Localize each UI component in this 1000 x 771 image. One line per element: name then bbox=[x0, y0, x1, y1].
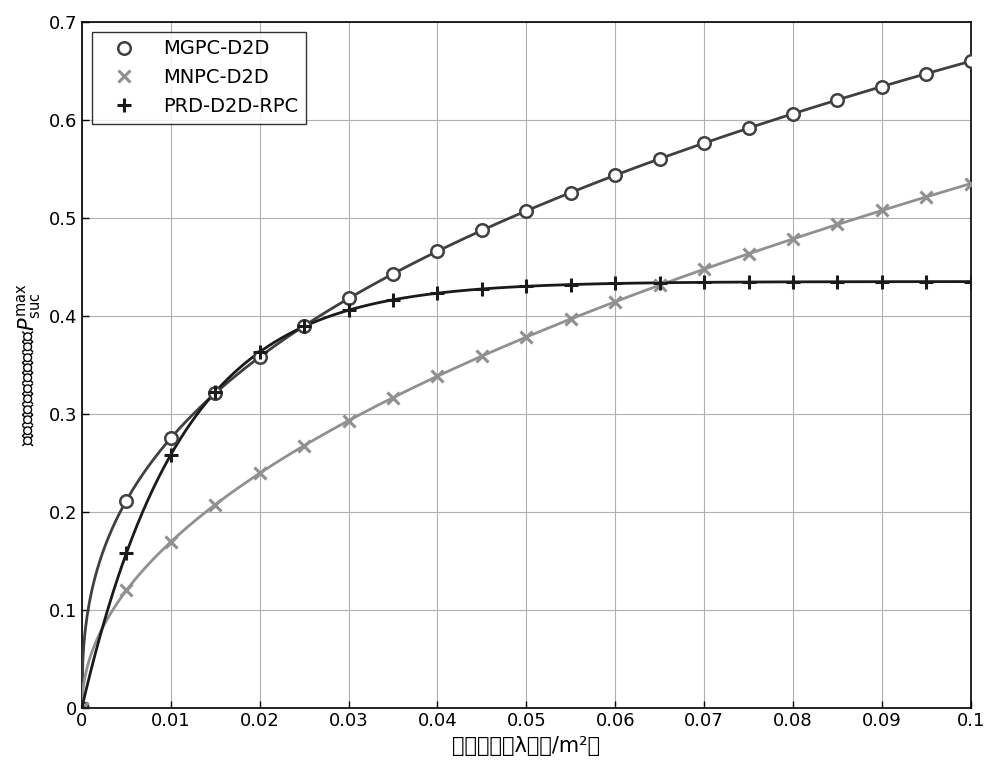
Line: MGPC-D2D: MGPC-D2D bbox=[76, 55, 977, 714]
MNPC-D2D bbox=[920, 192, 932, 201]
MGPC-D2D bbox=[920, 69, 932, 79]
MGPC-D2D bbox=[254, 352, 266, 362]
MNPC-D2D bbox=[698, 264, 710, 274]
MGPC-D2D bbox=[120, 496, 132, 505]
MGPC-D2D bbox=[343, 294, 355, 303]
MNPC-D2D bbox=[831, 220, 843, 229]
PRD-D2D-RPC bbox=[120, 549, 132, 558]
MGPC-D2D bbox=[965, 56, 977, 66]
Line: PRD-D2D-RPC: PRD-D2D-RPC bbox=[75, 274, 978, 715]
PRD-D2D-RPC bbox=[520, 281, 532, 291]
MNPC-D2D bbox=[298, 441, 310, 450]
PRD-D2D-RPC bbox=[965, 277, 977, 286]
MNPC-D2D bbox=[343, 416, 355, 426]
MNPC-D2D bbox=[609, 297, 621, 306]
MGPC-D2D bbox=[565, 188, 577, 197]
MGPC-D2D bbox=[476, 226, 488, 235]
MGPC-D2D bbox=[876, 82, 888, 91]
MNPC-D2D bbox=[120, 586, 132, 595]
X-axis label: 用户密度，λ（个/m²）: 用户密度，λ（个/m²） bbox=[452, 736, 600, 756]
MNPC-D2D bbox=[876, 206, 888, 215]
PRD-D2D-RPC bbox=[254, 348, 266, 357]
MNPC-D2D bbox=[76, 703, 88, 712]
MNPC-D2D bbox=[431, 372, 443, 381]
MGPC-D2D bbox=[165, 433, 177, 443]
PRD-D2D-RPC bbox=[343, 305, 355, 315]
PRD-D2D-RPC bbox=[431, 288, 443, 298]
MGPC-D2D bbox=[431, 247, 443, 256]
Legend: MGPC-D2D, MNPC-D2D, PRD-D2D-RPC: MGPC-D2D, MNPC-D2D, PRD-D2D-RPC bbox=[92, 32, 306, 123]
MNPC-D2D bbox=[476, 352, 488, 361]
PRD-D2D-RPC bbox=[831, 277, 843, 286]
MNPC-D2D bbox=[520, 332, 532, 342]
MNPC-D2D bbox=[209, 500, 221, 510]
MNPC-D2D bbox=[787, 234, 799, 244]
Y-axis label: 最大平均传输成功概率，$P^{\mathrm{max}}_{\mathrm{suc}}$: 最大平均传输成功概率，$P^{\mathrm{max}}_{\mathrm{su… bbox=[15, 284, 43, 446]
MGPC-D2D bbox=[787, 109, 799, 119]
PRD-D2D-RPC bbox=[298, 322, 310, 331]
MGPC-D2D bbox=[698, 139, 710, 148]
MGPC-D2D bbox=[520, 206, 532, 215]
MGPC-D2D bbox=[654, 154, 666, 163]
MGPC-D2D bbox=[609, 170, 621, 180]
PRD-D2D-RPC bbox=[654, 278, 666, 288]
MNPC-D2D bbox=[387, 393, 399, 402]
PRD-D2D-RPC bbox=[743, 278, 755, 287]
MGPC-D2D bbox=[387, 269, 399, 278]
PRD-D2D-RPC bbox=[609, 279, 621, 288]
PRD-D2D-RPC bbox=[787, 278, 799, 287]
MGPC-D2D bbox=[743, 123, 755, 133]
PRD-D2D-RPC bbox=[387, 295, 399, 305]
MNPC-D2D bbox=[654, 281, 666, 290]
MNPC-D2D bbox=[965, 179, 977, 188]
PRD-D2D-RPC bbox=[698, 278, 710, 287]
PRD-D2D-RPC bbox=[165, 450, 177, 460]
MNPC-D2D bbox=[165, 537, 177, 547]
MGPC-D2D bbox=[831, 96, 843, 105]
PRD-D2D-RPC bbox=[876, 277, 888, 286]
PRD-D2D-RPC bbox=[565, 280, 577, 289]
PRD-D2D-RPC bbox=[76, 703, 88, 712]
MNPC-D2D bbox=[743, 249, 755, 258]
MGPC-D2D bbox=[76, 703, 88, 712]
PRD-D2D-RPC bbox=[209, 387, 221, 396]
MNPC-D2D bbox=[565, 315, 577, 324]
MNPC-D2D bbox=[254, 469, 266, 478]
PRD-D2D-RPC bbox=[476, 284, 488, 294]
Line: MNPC-D2D: MNPC-D2D bbox=[76, 177, 977, 714]
MGPC-D2D bbox=[298, 322, 310, 331]
MGPC-D2D bbox=[209, 389, 221, 398]
PRD-D2D-RPC bbox=[920, 277, 932, 286]
